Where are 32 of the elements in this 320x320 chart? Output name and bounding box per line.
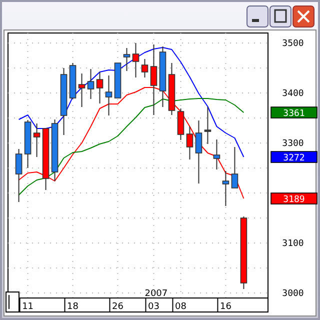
candlestick [222, 170, 230, 206]
candlestick [123, 48, 130, 72]
y2-tick-label: 3272 [283, 154, 305, 164]
candlestick [132, 42, 140, 78]
x-tick-label: 03 [148, 302, 160, 312]
candlestick [186, 126, 194, 160]
candlestick [204, 106, 212, 144]
candlestick [33, 123, 40, 158]
x-tick-label: 26 [112, 302, 124, 312]
candlestick [15, 148, 22, 202]
y2-tick-label: 3361 [283, 109, 305, 119]
candlestick [213, 139, 220, 170]
candlestick [141, 58, 148, 78]
y-tick-label: 3300 [282, 139, 304, 149]
y-tick-label: 3000 [282, 289, 304, 299]
candlestick [177, 108, 184, 140]
y-tick-label: 3100 [282, 239, 304, 249]
annotation: 2007 [144, 289, 168, 299]
x-tick-label: 18 [67, 302, 79, 312]
x-tick-label: 11 [22, 302, 34, 312]
line-series [18, 47, 244, 158]
candlestick [87, 68, 94, 100]
candlestick [231, 146, 238, 188]
x-tick-label: 16 [220, 302, 232, 312]
candlestick [78, 73, 86, 108]
x-tick-label: 08 [175, 302, 187, 312]
y-tick-label: 3400 [282, 89, 304, 99]
y2-tick-label: 3189 [283, 195, 305, 205]
candlestick [195, 120, 202, 184]
y-tick-label: 3500 [282, 39, 304, 49]
candlestick [105, 75, 112, 116]
candlestick [96, 72, 104, 104]
